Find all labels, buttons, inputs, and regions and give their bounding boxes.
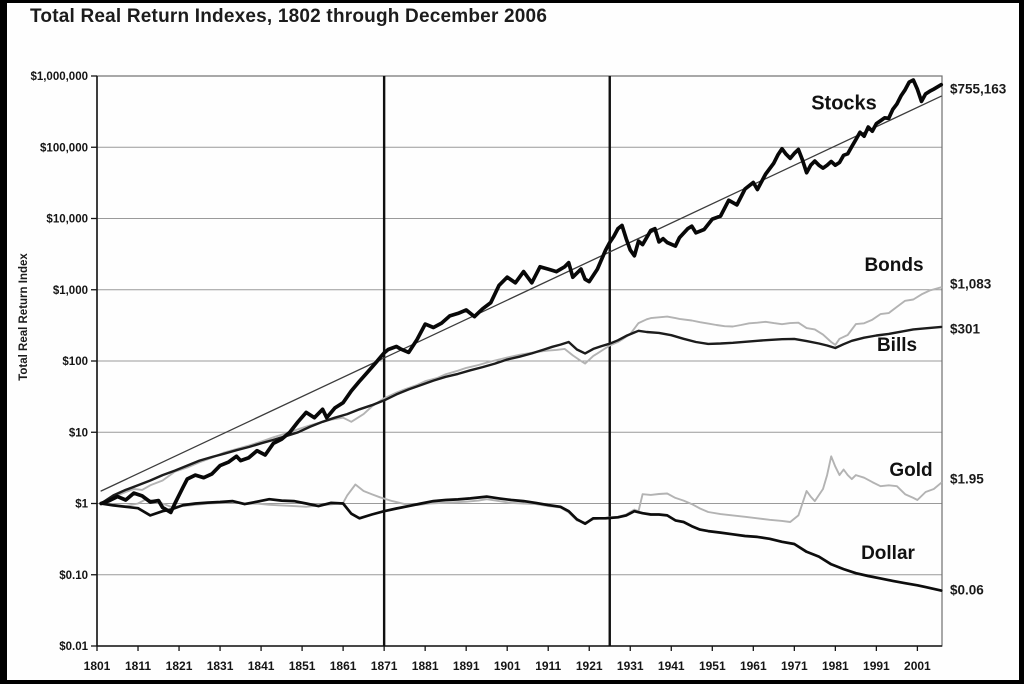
bonds-series-label: Bonds: [864, 255, 924, 276]
x-tick-label: 2001: [904, 659, 931, 673]
x-tick-label: 1911: [535, 659, 561, 673]
bills-final-value: $301: [950, 321, 981, 337]
stocks-series-label: Stocks: [811, 92, 877, 115]
scan-edge-left: [0, 0, 7, 684]
scan-edge-bottom: [0, 680, 1024, 684]
y-tick-label: $0.10: [59, 570, 88, 582]
x-tick-label: 1851: [289, 659, 316, 673]
x-tick-label: 1821: [166, 659, 193, 673]
x-tick-label: 1941: [658, 659, 685, 673]
y-tick-label: $0.01: [59, 641, 88, 653]
dollar-final-value: $0.06: [950, 582, 984, 598]
series-bills-line: [99, 325, 943, 505]
x-tick-label: 1971: [781, 659, 808, 673]
x-tick-label: 1891: [453, 659, 480, 673]
x-tick-label: 1871: [371, 659, 398, 673]
chart-title: Total Real Return Indexes, 1802 through …: [30, 6, 548, 27]
scan-edge-top: [0, 0, 1024, 3]
y-tick-label: $100: [62, 356, 88, 368]
x-tick-label: 1921: [576, 659, 603, 673]
y-tick-label: $10: [69, 427, 88, 439]
gold-final-value: $1.95: [950, 471, 984, 487]
scan-edge-right: [1019, 0, 1024, 684]
x-tick-label: 1951: [699, 659, 726, 673]
x-tick-label: 1811: [125, 659, 151, 673]
y-tick-label: $10,000: [46, 214, 88, 226]
x-tick-label: 1901: [494, 659, 521, 673]
x-tick-label: 1991: [863, 659, 890, 673]
x-tick-label: 1881: [412, 659, 439, 673]
y-tick-label: $1: [75, 499, 88, 511]
series-stocks-line: [99, 78, 944, 515]
x-tick-label: 1841: [248, 659, 275, 673]
x-tick-label: 1981: [822, 659, 849, 673]
series-gold-line: [100, 455, 943, 524]
dollar-series-label: Dollar: [861, 543, 915, 564]
y-tick-label: $1,000: [53, 285, 88, 297]
x-tick-label: 1831: [207, 659, 234, 673]
y-tick-label: $100,000: [40, 142, 88, 154]
x-tick-label: 1931: [617, 659, 644, 673]
bonds-final-value: $1,083: [950, 276, 992, 292]
series-dollar-line: [99, 495, 943, 592]
stocks-final-value: $755,163: [950, 81, 1007, 97]
x-tick-label: 1961: [740, 659, 767, 673]
y-tick-label: $1,000,000: [30, 71, 88, 83]
gold-series-label: Gold: [889, 460, 933, 481]
y-axis-title: Total Real Return Index: [18, 253, 30, 381]
bills-series-label: Bills: [876, 335, 918, 356]
series-bonds-line: [100, 286, 943, 505]
x-tick-label: 1861: [330, 659, 357, 673]
x-tick-label: 1801: [84, 659, 111, 673]
